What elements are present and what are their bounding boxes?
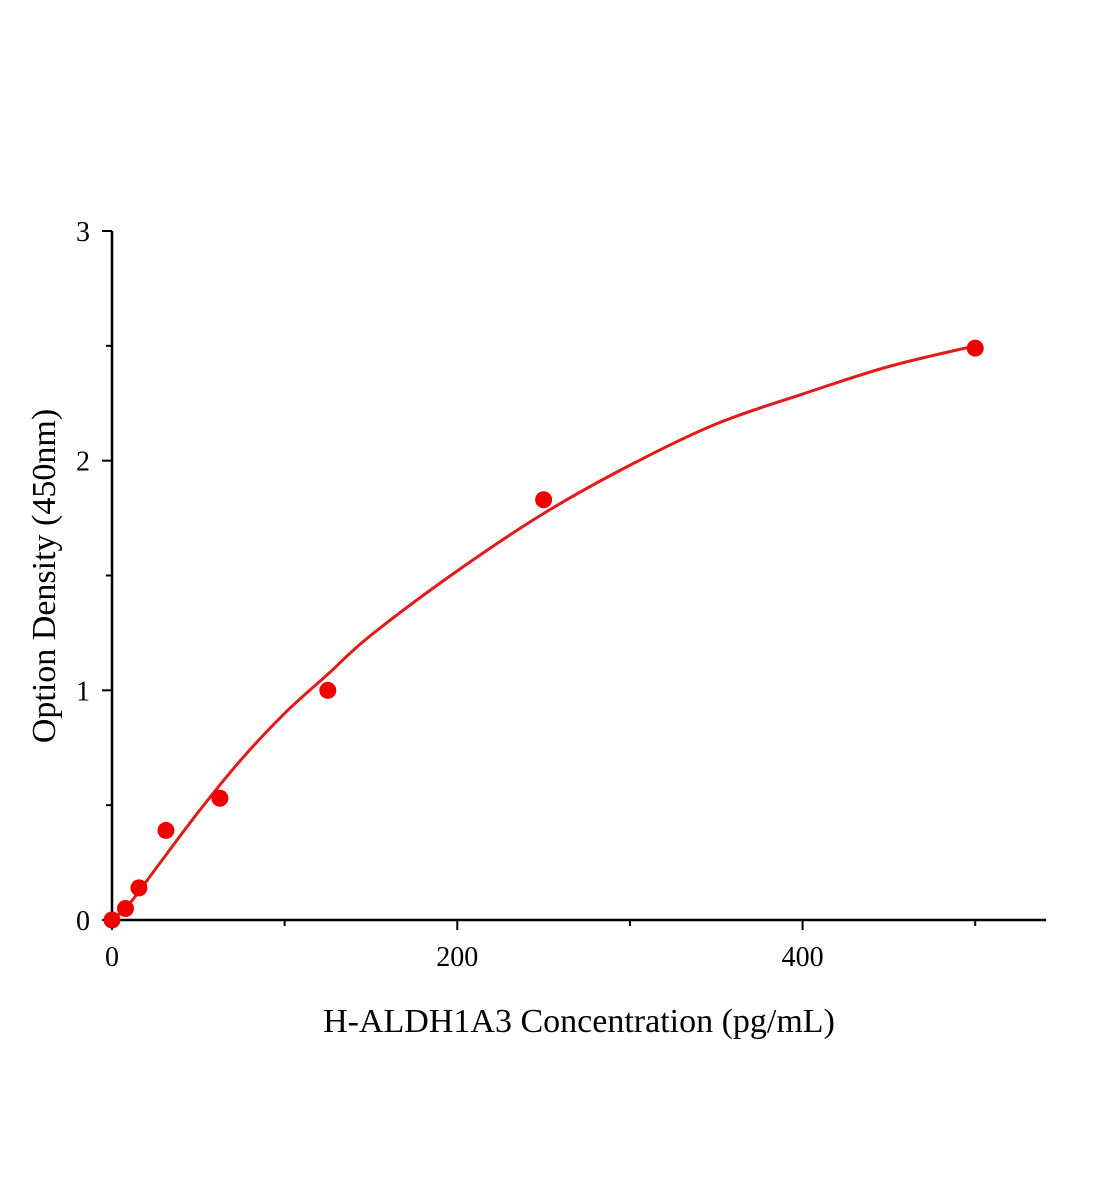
axes	[110, 231, 1046, 922]
x-tick-label: 0	[105, 942, 119, 973]
data-point	[116, 900, 134, 918]
y-tick-label: 2	[76, 447, 90, 478]
x-tick-label: 400	[782, 942, 824, 973]
y-axis-title: Option Density (450nm)	[26, 409, 63, 743]
data-point	[211, 789, 229, 807]
data-point	[157, 821, 175, 839]
data-point	[535, 491, 553, 509]
data-point	[966, 339, 984, 357]
fit-curve	[110, 344, 976, 922]
x-tick-label: 200	[436, 942, 478, 973]
data-point	[103, 911, 121, 929]
data-points	[103, 339, 984, 929]
y-tick-label: 0	[76, 906, 90, 937]
x-axis-title: H-ALDH1A3 Concentration (pg/mL)	[323, 1003, 835, 1040]
data-point	[319, 681, 337, 699]
y-tick-label: 1	[76, 676, 90, 707]
y-tick-label: 3	[76, 217, 90, 248]
data-point	[130, 879, 148, 897]
ticks: 0 200 400 0 1 2 3	[76, 217, 977, 973]
